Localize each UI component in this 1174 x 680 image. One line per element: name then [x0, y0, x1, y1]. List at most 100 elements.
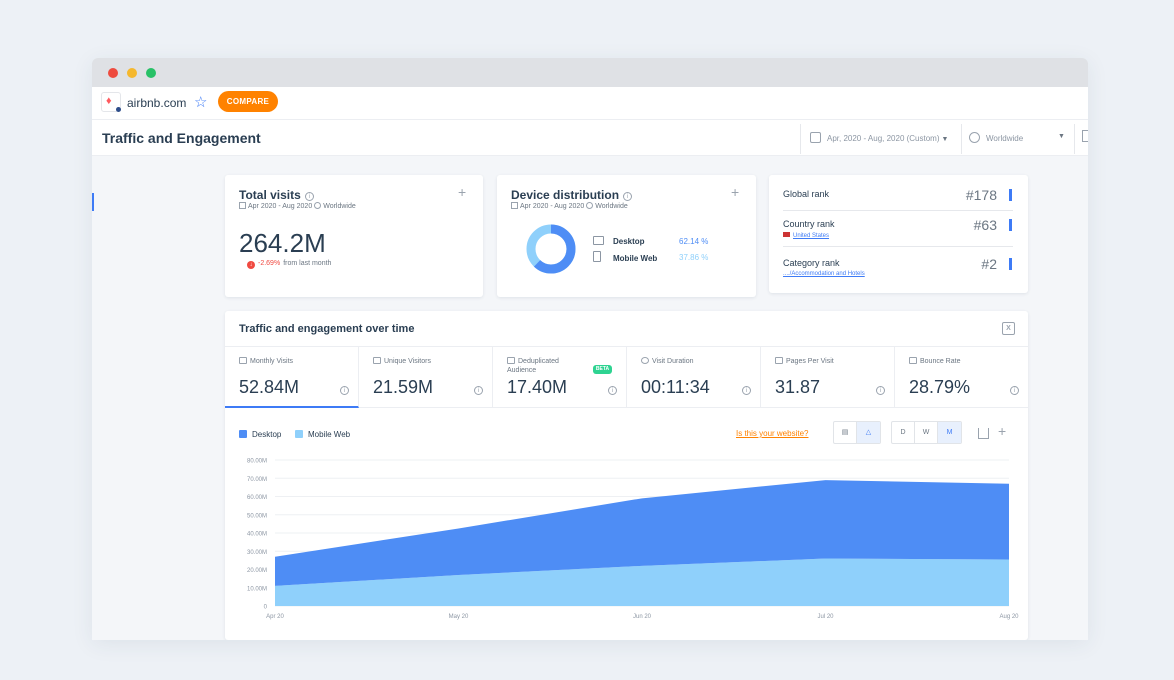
rank-label: Category rank	[783, 258, 840, 268]
chart-type-toggle: ▤ △	[833, 421, 881, 444]
traffic-area-chart: 0 10.00M 20.00M 30.00M 40.00M 50.00M 60.00M 70.…	[247, 459, 1019, 621]
info-icon[interactable]: i	[304, 192, 314, 201]
divider	[783, 210, 1013, 211]
country-selector[interactable]: Worldwide	[969, 132, 1023, 143]
header-divider	[800, 124, 801, 154]
calendar-icon	[239, 357, 247, 364]
category-link[interactable]: ..../Accommodation and Hotels	[783, 271, 865, 277]
bar-chart-icon[interactable]: ▤	[834, 422, 857, 443]
pages-icon	[775, 357, 783, 364]
download-icon[interactable]	[978, 428, 989, 439]
chevron-down-icon[interactable]: ▼	[1058, 133, 1065, 140]
y-tick-label: 50.00M	[247, 513, 267, 519]
add-icon[interactable]: +	[998, 423, 1007, 439]
info-icon[interactable]: i	[876, 386, 885, 395]
compare-button[interactable]: COMPARE	[218, 91, 278, 112]
info-icon[interactable]: i	[623, 192, 633, 201]
x-tick-label: Aug 20	[999, 614, 1019, 620]
desktop-percentage: 62.14 %	[679, 237, 709, 246]
tab-bounce-rate[interactable]: Bounce Rate 28.79% i	[895, 347, 1029, 408]
minimize-window-dot[interactable]	[127, 68, 137, 78]
metric-value: 00:11:34	[641, 377, 710, 397]
section-title: Traffic and engagement over time	[239, 323, 415, 335]
area-chart-icon[interactable]: △	[857, 422, 880, 443]
calendar-icon	[511, 202, 518, 209]
page-title: Traffic and Engagement	[102, 130, 261, 146]
sidebar-active-indicator	[92, 193, 94, 211]
info-icon[interactable]: i	[742, 386, 751, 395]
card-subtitle: Apr 2020 - Aug 2020 Worldwide	[239, 202, 356, 210]
traffic-engagement-card: Traffic and engagement over time X Month…	[225, 311, 1029, 640]
global-rank-row: Global rank #178	[783, 187, 1013, 225]
checkbox-icon	[239, 430, 247, 438]
clock-icon	[641, 357, 649, 364]
legend-desktop[interactable]: Desktop	[239, 430, 281, 439]
donut-desktop-slice	[526, 224, 576, 274]
arrow-down-icon: ↓	[247, 261, 255, 269]
card-title: Device distribution i	[511, 188, 633, 202]
site-name[interactable]: airbnb.com	[127, 96, 187, 110]
tab-deduplicated-audience[interactable]: Deduplicated Audience BETA 17.40M i	[493, 347, 627, 408]
metric-value: 28.79%	[909, 377, 971, 397]
add-icon[interactable]: +	[458, 184, 467, 200]
area-series-desktop[interactable]	[275, 480, 1009, 586]
tab-visit-duration[interactable]: Visit Duration 00:11:34 i	[627, 347, 761, 408]
global-rank-value: #178	[965, 187, 997, 203]
calendar-icon	[810, 132, 821, 143]
y-tick-label: 0	[264, 605, 268, 611]
metric-tabs: Monthly Visits 52.84M i Unique Visitors …	[225, 346, 1029, 408]
mobile-icon	[593, 251, 601, 262]
calendar-icon	[239, 202, 246, 209]
metric-value: 52.84M	[239, 377, 300, 397]
device-distribution-card: Device distribution i Apr 2020 - Aug 2020…	[497, 175, 756, 297]
comment-icon[interactable]	[1082, 130, 1088, 142]
total-visits-value: 264.2M	[239, 228, 326, 258]
tab-monthly-visits[interactable]: Monthly Visits 52.84M i	[225, 347, 359, 408]
close-window-dot[interactable]	[108, 68, 118, 78]
metric-value: 31.87	[775, 377, 821, 397]
info-icon[interactable]: i	[340, 386, 349, 395]
country-rank-value: #63	[973, 217, 997, 233]
y-tick-label: 80.00M	[247, 459, 267, 465]
change-indicator: ↓ -2.69% from last month	[247, 260, 331, 269]
granularity-monthly-button[interactable]: M	[938, 422, 961, 443]
page-header: Traffic and Engagement Apr, 2020 - Aug, …	[92, 120, 1088, 156]
info-icon[interactable]: i	[608, 386, 617, 395]
granularity-weekly-button[interactable]: W	[915, 422, 938, 443]
country-link[interactable]: United States	[783, 232, 829, 239]
add-icon[interactable]: +	[731, 184, 740, 200]
us-flag-icon	[783, 232, 790, 237]
tab-pages-per-visit[interactable]: Pages Per Visit 31.87 i	[761, 347, 895, 408]
date-range-selector[interactable]: Apr, 2020 - Aug, 2020 (Custom) ▼	[810, 132, 948, 143]
area-series-mobile-web[interactable]	[275, 558, 1009, 606]
y-tick-label: 60.00M	[247, 495, 267, 501]
info-icon[interactable]: i	[474, 386, 483, 395]
y-tick-label: 70.00M	[247, 477, 267, 483]
tab-unique-visitors[interactable]: Unique Visitors 21.59M i	[359, 347, 493, 408]
beta-badge: BETA	[593, 365, 612, 374]
is-this-your-website-link[interactable]: Is this your website?	[736, 429, 809, 438]
maximize-window-dot[interactable]	[146, 68, 156, 78]
rank-bar	[1009, 258, 1012, 270]
checkbox-icon	[295, 430, 303, 438]
rank-bar	[1009, 219, 1012, 231]
excel-icon[interactable]: X	[1002, 322, 1015, 335]
device-desktop-row: Desktop	[593, 236, 645, 246]
metric-value: 21.59M	[373, 377, 434, 397]
x-tick-label: Apr 20	[266, 614, 284, 620]
rank-label: Global rank	[783, 189, 830, 199]
device-mobile-row: Mobile Web	[593, 251, 657, 263]
y-tick-label: 10.00M	[247, 586, 267, 592]
info-icon[interactable]: i	[1010, 386, 1019, 395]
star-icon[interactable]: ☆	[194, 94, 208, 111]
country-rank-row: Country rank United States #63	[783, 217, 1013, 255]
y-tick-label: 30.00M	[247, 550, 267, 556]
chevron-down-icon: ▼	[941, 136, 949, 143]
y-tick-label: 20.00M	[247, 568, 267, 574]
header-divider	[961, 124, 962, 154]
window-titlebar	[92, 58, 1088, 87]
granularity-daily-button[interactable]: D	[892, 422, 915, 443]
date-range-label: Apr, 2020 - Aug, 2020 (Custom)	[827, 134, 940, 143]
divider	[783, 246, 1013, 247]
legend-mobile-web[interactable]: Mobile Web	[295, 430, 350, 439]
